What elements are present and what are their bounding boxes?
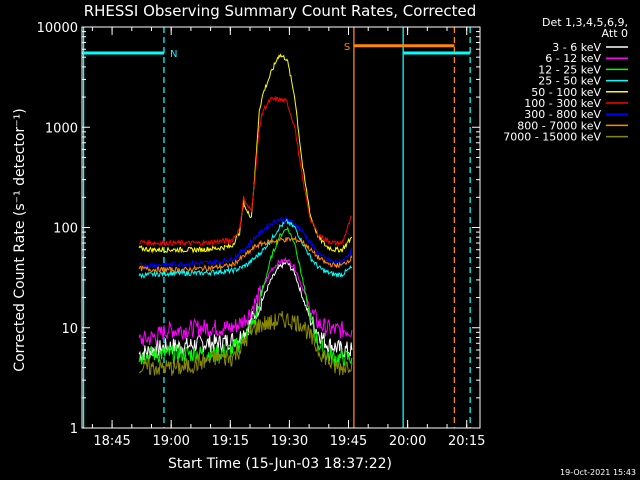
x-tick-label-1: 19:00 [152, 434, 189, 449]
legend-label-5: 100 - 300 keV [524, 97, 601, 110]
series-line-6 [138, 215, 353, 269]
x-tick-label-4: 19:45 [330, 434, 367, 449]
series-line-7 [138, 235, 353, 274]
y-axis: 1 10 100 1000 10000 [37, 21, 480, 437]
series-line-0 [138, 259, 353, 361]
flag-label-S: S [344, 42, 350, 53]
chart-title: RHESSI Observing Summary Count Rates, Co… [84, 2, 477, 20]
legend-label-1: 6 - 12 keV [545, 52, 601, 65]
x-axis: 18:45 19:00 19:15 19:30 19:45 20:00 20:15 [91, 27, 485, 449]
series-line-5 [139, 95, 353, 247]
legend-header-1: Att 0 [602, 27, 628, 40]
timestamp: 19-Oct-2021 15:43 [560, 468, 636, 477]
x-tick-label-3: 19:30 [271, 434, 308, 449]
series-line-4 [138, 53, 353, 254]
y-tick-label-1: 10 [61, 322, 78, 337]
series-line-1 [138, 256, 353, 347]
legend-header-0: Det 1,3,4,5,6,9, [542, 16, 628, 29]
y-tick-label-0: 1 [70, 422, 78, 437]
plot-area: NS [82, 27, 471, 428]
x-axis-label: Start Time (15-Jun-03 18:37:22) [168, 456, 392, 472]
x-tick-label-2: 19:15 [212, 434, 249, 449]
legend-label-6: 300 - 800 keV [524, 108, 601, 121]
y-tick-label-2: 100 [53, 222, 78, 237]
series-line-8 [138, 310, 353, 376]
legend-label-2: 12 - 25 keV [538, 63, 601, 76]
legend-label-7: 800 - 7000 keV [517, 119, 601, 132]
y-axis-label: Corrected Count Rate (s⁻¹ detector⁻¹) [12, 108, 28, 371]
legend-label-8: 7000 - 15000 keV [503, 131, 601, 144]
legend-label-0: 3 - 6 keV [552, 41, 601, 54]
x-tick-label-6: 20:15 [448, 434, 485, 449]
x-tick-label-5: 20:00 [389, 434, 426, 449]
y-tick-label-4: 10000 [37, 21, 78, 36]
y-tick-label-3: 1000 [45, 121, 78, 136]
legend-label-4: 50 - 100 keV [531, 86, 601, 99]
legend-label-3: 25 - 50 keV [538, 75, 601, 88]
flag-label-N: N [170, 49, 177, 60]
x-tick-label-0: 18:45 [93, 434, 130, 449]
